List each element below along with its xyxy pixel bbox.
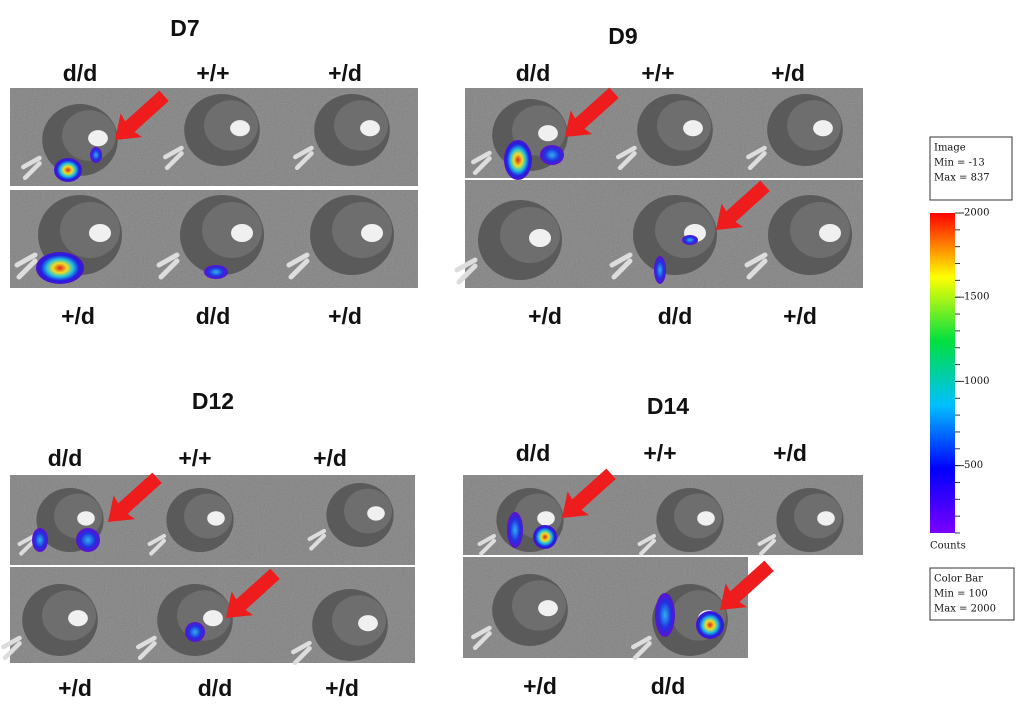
signal — [54, 158, 82, 182]
color-bar — [930, 213, 955, 533]
mouse-ear — [683, 120, 703, 136]
signal — [90, 147, 102, 163]
signal — [36, 252, 84, 284]
signal — [185, 622, 205, 642]
panel-title: D12 — [192, 388, 234, 414]
signal — [504, 140, 532, 180]
panel-title: D14 — [647, 393, 689, 419]
signal — [682, 235, 698, 245]
mouse-ear — [203, 610, 223, 626]
signal — [696, 611, 724, 639]
mouse-ear — [697, 511, 715, 525]
unit-label: Counts — [930, 541, 966, 552]
genotype-label: +/d — [61, 303, 95, 329]
mouse-ear — [207, 511, 225, 525]
signal — [204, 265, 228, 279]
genotype-label: +/d — [313, 445, 347, 471]
mouse-ear — [367, 506, 385, 520]
mouse-ear — [230, 120, 250, 136]
genotype-label: +/d — [523, 673, 557, 699]
genotype-label: +/d — [58, 675, 92, 701]
signal — [533, 525, 557, 549]
mouse-ear — [77, 511, 95, 525]
signal — [540, 145, 564, 165]
mouse-ear — [538, 600, 558, 616]
mouse-ear — [819, 224, 841, 242]
mouse-ear — [358, 615, 378, 631]
image-info: Image — [934, 143, 966, 154]
genotype-label: d/d — [48, 445, 83, 471]
mouse-ear — [817, 511, 835, 525]
tick-label: 2000 — [964, 208, 989, 219]
signal — [655, 593, 675, 637]
tick-label: 1500 — [964, 292, 989, 303]
genotype-label: +/+ — [196, 60, 229, 86]
genotype-label: +/+ — [643, 440, 676, 466]
genotype-label: d/d — [651, 673, 686, 699]
bar-info: Min = 100 — [934, 589, 988, 600]
signal — [76, 528, 100, 552]
genotype-label: +/d — [773, 440, 807, 466]
genotype-label: d/d — [196, 303, 231, 329]
mouse-ear — [360, 120, 380, 136]
bar-info: Color Bar — [934, 574, 983, 585]
genotype-label: +/d — [325, 675, 359, 701]
genotype-label: +/d — [528, 303, 562, 329]
mouse-ear — [88, 130, 108, 146]
signal — [654, 256, 666, 284]
mouse-ear — [89, 224, 111, 242]
mouse-ear — [361, 224, 383, 242]
genotype-label: d/d — [516, 60, 551, 86]
genotype-label: d/d — [198, 675, 233, 701]
panel-title: D9 — [608, 23, 637, 49]
genotype-label: d/d — [63, 60, 98, 86]
mouse-ear — [537, 511, 555, 525]
genotype-label: +/d — [328, 60, 362, 86]
figure: D7 d/d +/+ +/d +/d d/d +/d D9 d/d +/+ +/d +/d d/d +/d… — [0, 0, 1017, 706]
signal — [507, 512, 523, 548]
mouse-ear — [813, 120, 833, 136]
genotype-label: +/+ — [641, 60, 674, 86]
genotype-label: +/d — [771, 60, 805, 86]
mouse-ear — [231, 224, 253, 242]
genotype-label: +/d — [328, 303, 362, 329]
tick-label: 500 — [964, 460, 983, 471]
genotype-label: +/+ — [178, 445, 211, 471]
tick-label: 1000 — [964, 376, 989, 387]
mouse-ear — [68, 610, 88, 626]
panels: D7 d/d +/+ +/d +/d d/d +/d D9 d/d +/+ +/d +/d d/d +/d… — [3, 15, 863, 701]
bar-info: Max = 2000 — [934, 604, 996, 615]
mouse-ear — [529, 229, 551, 247]
image-info: Min = -13 — [934, 158, 985, 169]
genotype-label: d/d — [658, 303, 693, 329]
panel-title: D7 — [170, 15, 199, 41]
genotype-label: +/d — [783, 303, 817, 329]
mouse-ear — [538, 125, 558, 141]
signal — [32, 528, 48, 552]
genotype-label: d/d — [516, 440, 551, 466]
image-info: Max = 837 — [934, 173, 990, 184]
